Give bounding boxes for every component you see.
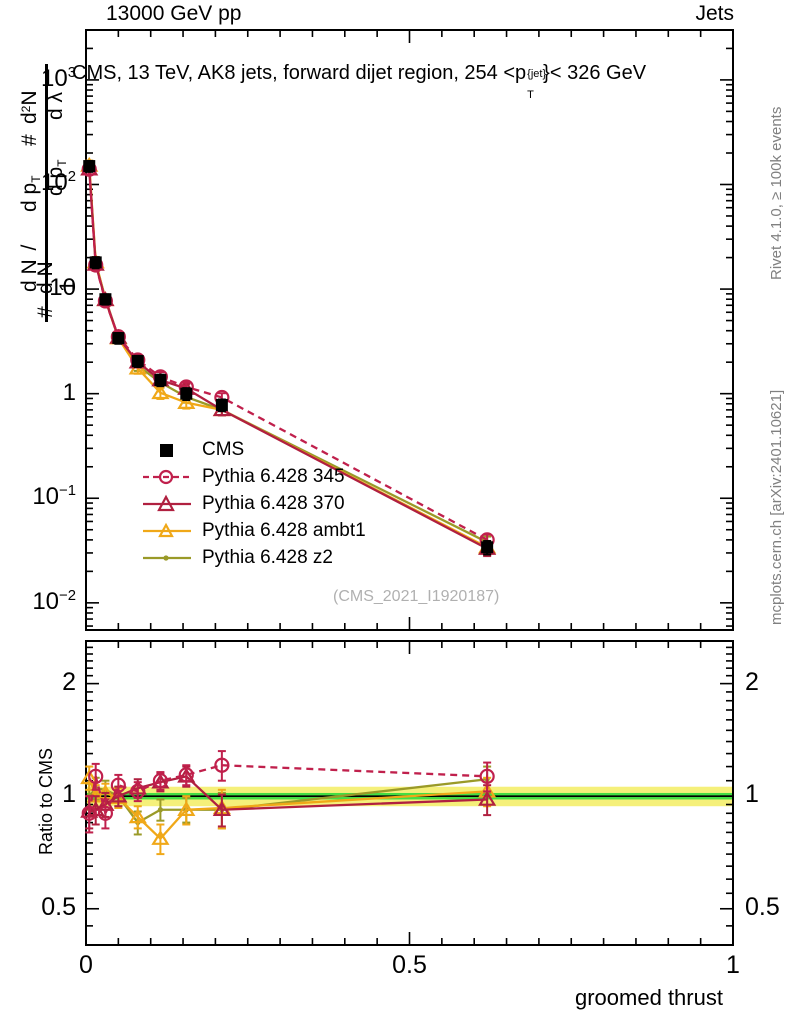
data-marker [112,332,125,345]
data-marker [177,801,196,817]
legend: CMS Pythia 6.428 345 Pythia 6.428 370 Py… [143,436,366,571]
main-plot-panel [80,29,734,631]
main-ytick-label: 10 [49,274,76,302]
data-marker [80,769,99,785]
xtick-label: 1 [726,951,740,979]
xtick-label: 0 [79,951,93,979]
series-line [88,169,488,541]
main-ytick-label: 103 [41,64,76,92]
data-marker [479,768,495,784]
ratio-series-line [88,764,488,817]
ratio-ytick-label: 2 [62,667,76,696]
legend-label: Pythia 6.428 345 [202,465,345,487]
header-left: 13000 GeV pp [106,2,242,25]
legend-label: CMS [202,438,245,460]
plot-title-sub: T [527,89,534,101]
legend-item[interactable]: CMS [143,436,366,463]
xtick-label: 0.5 [392,951,427,979]
data-marker [97,805,114,821]
main-ytick-label: 10−2 [32,587,76,615]
data-marker [177,394,196,409]
legend-label: Pythia 6.428 ambt1 [202,519,366,541]
legend-label: Pythia 6.428 z2 [202,546,333,568]
data-marker [151,830,170,845]
legend-swatch-cms [160,443,173,457]
legend-label: Pythia 6.428 370 [202,492,345,514]
data-marker [131,355,144,368]
data-marker [180,387,193,400]
data-marker [88,768,104,784]
data-marker [178,767,194,783]
main-ytick-label: 1 [62,378,76,406]
data-marker [81,805,97,821]
main-ytick-label: 10−1 [32,483,76,511]
data-marker [151,384,170,400]
data-marker [215,398,228,411]
plot-title: CMS, 13 TeV, AK8 jets, forward dijet reg… [72,62,647,101]
ratio-ytick-label: 0.5 [41,892,76,921]
legend-item[interactable]: Pythia 6.428 z2 [143,544,366,571]
main-ylabel: # 1 d N [0,30,79,322]
legend-item[interactable]: Pythia 6.428 345 [143,463,366,490]
header-right: Jets [695,2,734,25]
data-marker [89,256,102,269]
analysis-watermark: (CMS_2021_I1920187) [333,588,500,605]
data-marker [481,541,494,554]
main-ytick-label: 102 [41,169,76,197]
data-marker [157,807,164,813]
ratio-ytick-label-right: 2 [745,667,759,696]
legend-swatch-p345 [143,469,191,484]
ratio-ytick-label: 1 [62,780,76,809]
ratio-plot-panel [80,640,734,946]
plot-title-main: CMS, 13 TeV, AK8 jets, forward dijet reg… [72,62,527,84]
legend-swatch-z2 [143,554,191,561]
legend-swatch-ambt1 [143,522,191,537]
data-marker [130,783,146,799]
data-marker [128,808,147,824]
legend-swatch-p370 [143,494,191,511]
data-marker [214,757,230,773]
data-marker [99,293,112,306]
data-marker [212,801,231,817]
data-marker [154,374,167,387]
xlabel: groomed thrust [575,985,723,1010]
data-marker [152,773,169,789]
legend-item[interactable]: Pythia 6.428 ambt1 [143,517,366,544]
ratio-ytick-label-right: 0.5 [745,892,780,921]
data-marker [83,160,96,173]
plot-title-sup: {jet} [527,68,547,80]
data-marker [110,777,126,793]
ratio-ytick-label-right: 1 [745,780,759,809]
data-marker [478,790,497,806]
legend-item[interactable]: Pythia 6.428 370 [143,490,366,517]
ylabel-fraction-bar [45,64,48,322]
plot-title-tail: }< 326 GeV [543,62,647,84]
